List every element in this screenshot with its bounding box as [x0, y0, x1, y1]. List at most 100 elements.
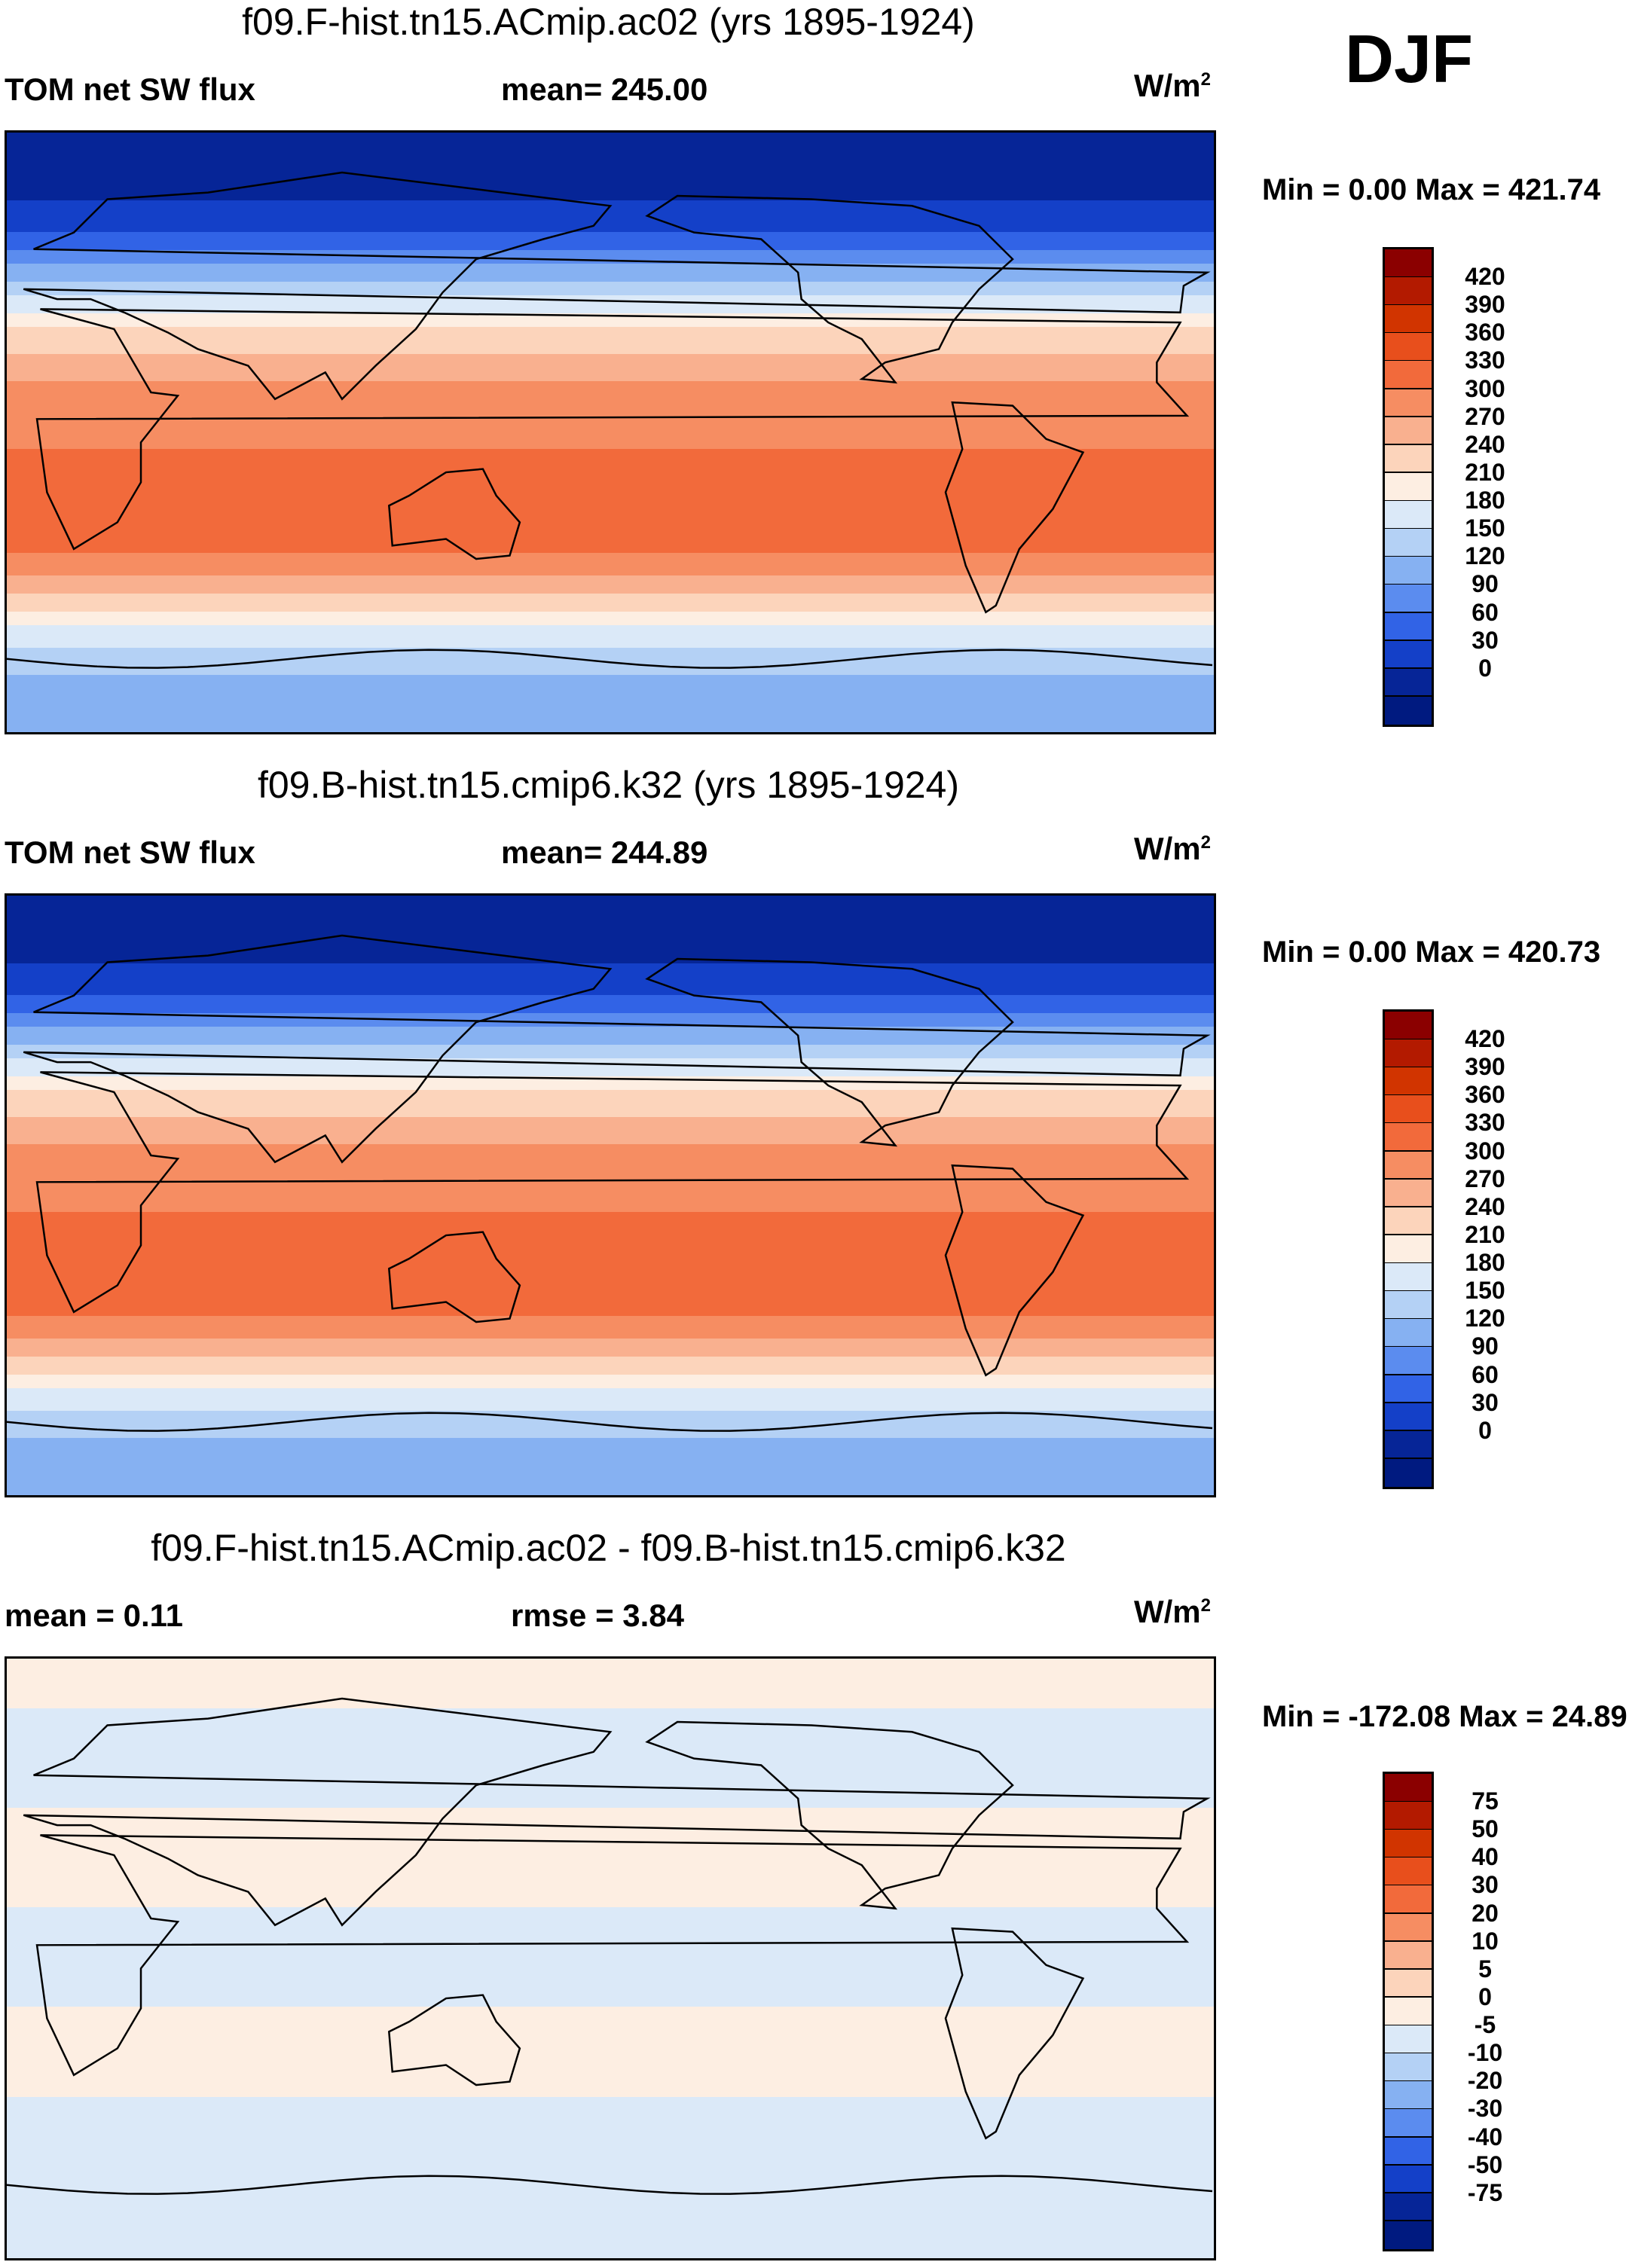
map-band [7, 205, 1214, 210]
map-band [7, 1275, 1214, 1281]
colorbar-swatch [1385, 1857, 1432, 1886]
map-band [7, 372, 1214, 377]
map-band [7, 2047, 1214, 2053]
map-band [7, 1108, 1214, 1113]
map-band [7, 702, 1214, 707]
colorbar-tick-label: 270 [1465, 402, 1505, 430]
map-band [7, 1934, 1214, 1940]
map-band [7, 729, 1214, 732]
map-band [7, 1094, 1214, 1100]
map-band [7, 1433, 1214, 1439]
map-band [7, 377, 1214, 382]
map-band [7, 1384, 1214, 1389]
colorbar-swatch [1385, 1012, 1432, 1040]
map-band [7, 232, 1214, 237]
colorbar-tick-label: 30 [1472, 626, 1499, 654]
map-band [7, 1903, 1214, 1908]
map-band [7, 1271, 1214, 1276]
map-band [7, 268, 1214, 273]
panel-2-colorbar: 420 390 360 330 300 270 240 210 180 150 120 90 60 30 0 [1383, 1009, 1505, 1489]
map-band [7, 1731, 1214, 1736]
colorbar-swatch [1385, 444, 1432, 474]
map-band [7, 359, 1214, 364]
panel-1-minmax: Min = 0.00 Max = 421.74 [1262, 173, 1601, 206]
colorbar-swatch [1385, 1375, 1432, 1404]
map-band [7, 2020, 1214, 2025]
map-band [7, 255, 1214, 260]
map-band [7, 1812, 1214, 1818]
colorbar-tick-label: 420 [1465, 1025, 1505, 1053]
map-band [7, 2237, 1214, 2242]
map-band [7, 155, 1214, 160]
panel-2-mean-label: mean= 244.89 [501, 835, 708, 870]
panel-1-units-exp: 2 [1200, 69, 1212, 90]
map-band [7, 707, 1214, 712]
map-band [7, 1749, 1214, 1754]
map-band [7, 1790, 1214, 1795]
map-band [7, 1970, 1214, 1976]
map-band [7, 2025, 1214, 2030]
map-band [7, 535, 1214, 540]
map-band [7, 2251, 1214, 2256]
map-band [7, 1054, 1214, 1059]
map-band [7, 1470, 1214, 1475]
map-band [7, 2224, 1214, 2229]
map-band [7, 1659, 1214, 1664]
colorbar-swatch [1385, 1263, 1432, 1292]
panel-3-mean-label: mean = 0.11 [5, 1598, 184, 1633]
map-band [7, 2115, 1214, 2120]
map-band [7, 1302, 1214, 1308]
map-band [7, 1027, 1214, 1032]
map-band [7, 1216, 1214, 1222]
map-band [7, 936, 1214, 942]
colorbar-tick-label: 50 [1472, 1815, 1499, 1843]
map-band [7, 273, 1214, 278]
colorbar-tick-label: 150 [1465, 514, 1505, 542]
colorbar-swatch [1385, 1458, 1432, 1488]
colorbar-tick-label: 120 [1465, 542, 1505, 570]
panel-3-units: W/m2 [1134, 1594, 1211, 1630]
colorbar-tick-label: 75 [1472, 1787, 1499, 1815]
colorbar-tick-label: 5 [1478, 1955, 1492, 1983]
map-band [7, 1004, 1214, 1009]
map-band [7, 1975, 1214, 1980]
coastline [23, 171, 1211, 401]
map-band [7, 1672, 1214, 1677]
coastline [387, 468, 521, 560]
coastline-antarctica [7, 649, 1213, 669]
map-band [7, 1483, 1214, 1488]
map-band [7, 182, 1214, 188]
panel-1-units-base: W/m [1134, 68, 1201, 103]
map-band [7, 2156, 1214, 2161]
map-band [7, 1058, 1214, 1064]
map-band [7, 1402, 1214, 1407]
map-band [7, 164, 1214, 169]
map-band [7, 575, 1214, 581]
map-band [7, 481, 1214, 486]
map-band [7, 1099, 1214, 1104]
map-band [7, 905, 1214, 910]
colorbar-swatch [1385, 249, 1432, 278]
panel-2-units-exp: 2 [1200, 832, 1212, 853]
map-band [7, 160, 1214, 165]
map-band [7, 661, 1214, 667]
map-band [7, 2043, 1214, 2048]
map-band [7, 354, 1214, 359]
map-band [7, 968, 1214, 973]
map-band [7, 2007, 1214, 2012]
colorbar-tick-label: 420 [1465, 263, 1505, 291]
colorbar-swatch [1385, 1913, 1432, 1943]
map-band [7, 422, 1214, 427]
coastline [645, 957, 1014, 1147]
map-band [7, 1758, 1214, 1763]
colorbar-swatch [1385, 1319, 1432, 1348]
map-band [7, 1325, 1214, 1330]
map-band [7, 2056, 1214, 2062]
map-band [7, 1131, 1214, 1136]
map-band [7, 932, 1214, 937]
map-band [7, 1424, 1214, 1430]
map-band [7, 331, 1214, 337]
map-band [7, 1772, 1214, 1777]
colorbar-tick-label: 390 [1465, 1053, 1505, 1081]
panel-1-title: f09.F-hist.tn15.ACmip.ac02 (yrs 1895-192… [242, 1, 975, 43]
